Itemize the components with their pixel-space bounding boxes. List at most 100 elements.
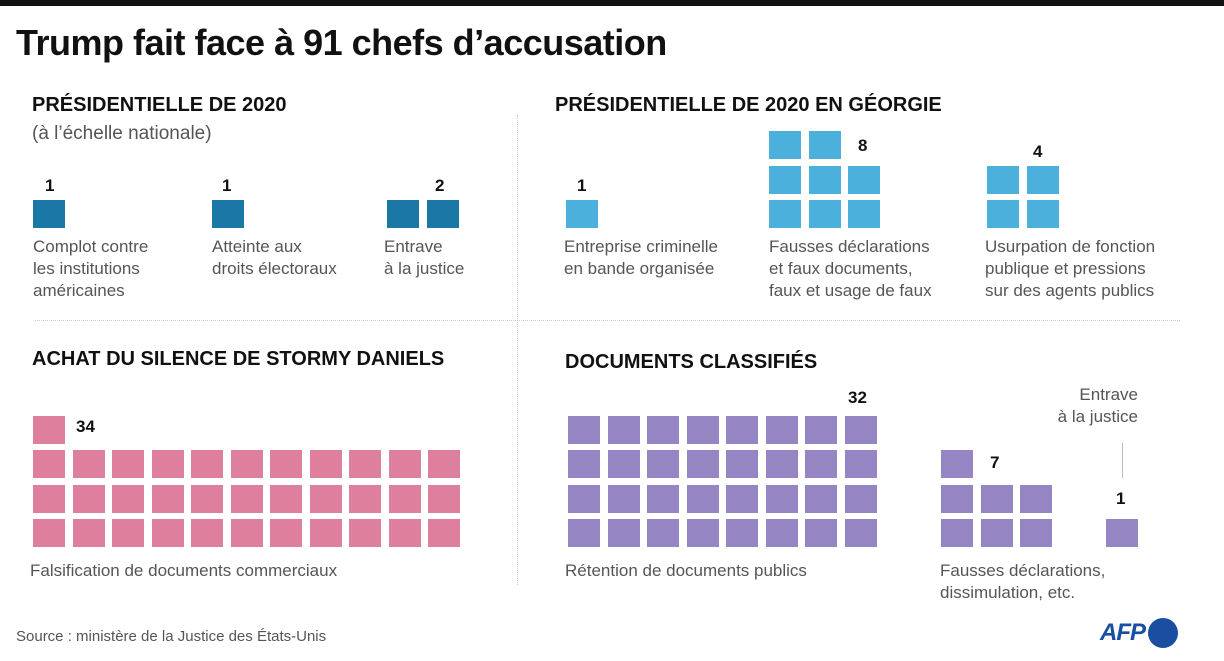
waffle-square <box>607 519 640 547</box>
waffle-square <box>191 519 223 547</box>
waffle-square <box>72 450 105 479</box>
waffle-square <box>349 519 381 547</box>
waffle-square <box>270 484 302 513</box>
waffle-square <box>805 450 837 479</box>
waffle-square <box>309 519 342 547</box>
vertical-divider <box>517 115 518 585</box>
value-label: 34 <box>76 417 95 436</box>
waffle-square <box>607 450 640 479</box>
value-label: 8 <box>858 136 868 155</box>
section-title: ACHAT DU SILENCE DE STORMY DANIELS <box>32 348 445 370</box>
waffle-square <box>647 519 679 547</box>
waffle-square <box>844 519 877 547</box>
value-label: 1 <box>222 176 232 195</box>
waffle-square <box>387 200 419 228</box>
waffle-square <box>686 519 719 547</box>
category-label: Usurpation de fonction publique et pressi… <box>985 237 1156 300</box>
waffle-square <box>980 484 1013 513</box>
waffle-square <box>566 200 598 228</box>
waffle-square <box>726 450 758 479</box>
afp-logo: AFP <box>1100 618 1178 648</box>
waffle-square <box>72 484 105 513</box>
waffle-square <box>568 519 600 547</box>
waffle-square <box>191 450 223 479</box>
waffle-square <box>270 450 302 479</box>
waffle-square <box>647 484 679 513</box>
waffle-square <box>33 200 65 228</box>
waffle-square <box>1026 200 1059 228</box>
value-label: 32 <box>848 388 867 407</box>
waffle-square <box>941 519 973 547</box>
waffle-square <box>726 484 758 513</box>
waffle-square <box>568 484 600 513</box>
waffle-square <box>941 484 973 513</box>
value-label: 2 <box>435 176 445 195</box>
category-label: Entreprise criminelle en bande organisée <box>564 237 718 278</box>
top-bar <box>0 0 1224 6</box>
waffle-square <box>1106 519 1138 547</box>
waffle-square <box>388 519 421 547</box>
category-label: Fausses déclarations et faux documents, fa… <box>769 237 932 300</box>
waffle-square <box>230 484 263 513</box>
waffle-square <box>808 200 841 228</box>
waffle-square <box>191 484 223 513</box>
waffle-square <box>769 200 801 228</box>
waffle-square <box>1020 519 1052 547</box>
waffle-square <box>726 416 758 445</box>
horizontal-divider <box>35 320 1180 321</box>
waffle-square <box>844 484 877 513</box>
waffle-square <box>987 165 1019 194</box>
source-note: Source : ministère de la Justice des Éta… <box>16 628 327 645</box>
category-label: Fausses déclarations, dissimulation, etc. <box>940 561 1106 602</box>
logo-dot <box>1148 618 1178 648</box>
waffle-square <box>805 416 837 445</box>
waffle-square <box>72 519 105 547</box>
waffle-square <box>388 450 421 479</box>
category-label: Entrave à la justice <box>384 237 465 278</box>
value-label: 4 <box>1033 142 1043 161</box>
waffle-square <box>151 484 184 513</box>
section-subtitle: (à l’échelle nationale) <box>32 123 212 144</box>
waffle-square <box>151 519 184 547</box>
waffle-square <box>726 519 758 547</box>
category-label: Entrave à la justice <box>1057 385 1138 426</box>
section-title: DOCUMENTS CLASSIFIÉS <box>565 351 818 373</box>
waffle-square <box>808 165 841 194</box>
waffle-square <box>805 519 837 547</box>
waffle-square <box>769 131 801 160</box>
waffle-square <box>112 484 144 513</box>
logo-text: AFP <box>1100 619 1146 646</box>
waffle-square <box>112 450 144 479</box>
waffle-square <box>349 484 381 513</box>
waffle-square <box>607 416 640 445</box>
waffle-square <box>686 416 719 445</box>
waffle-square <box>1026 165 1059 194</box>
waffle-square <box>844 450 877 479</box>
waffle-square <box>941 450 973 479</box>
waffle-square <box>848 165 880 194</box>
waffle-square <box>151 450 184 479</box>
value-label: 1 <box>1116 489 1126 508</box>
waffle-square <box>428 519 460 547</box>
waffle-square <box>33 484 65 513</box>
section-title: PRÉSIDENTIELLE DE 2020 <box>32 94 287 116</box>
waffle-square <box>647 450 679 479</box>
waffle-square <box>426 200 459 228</box>
waffle-square <box>1020 484 1052 513</box>
waffle-square <box>270 519 302 547</box>
waffle-square <box>230 450 263 479</box>
category-label: Rétention de documents publics <box>565 561 807 580</box>
section-title: PRÉSIDENTIELLE DE 2020 EN GÉORGIE <box>555 94 942 116</box>
waffle-square <box>388 484 421 513</box>
waffle-square <box>568 450 600 479</box>
category-label: Atteinte aux droits électoraux <box>212 237 337 278</box>
value-label: 7 <box>990 453 1000 472</box>
waffle-square <box>980 519 1013 547</box>
waffle-square <box>309 484 342 513</box>
waffle-square <box>33 519 65 547</box>
waffle-square <box>765 484 798 513</box>
waffle-square <box>765 519 798 547</box>
value-label: 1 <box>45 176 55 195</box>
waffle-square <box>848 200 880 228</box>
